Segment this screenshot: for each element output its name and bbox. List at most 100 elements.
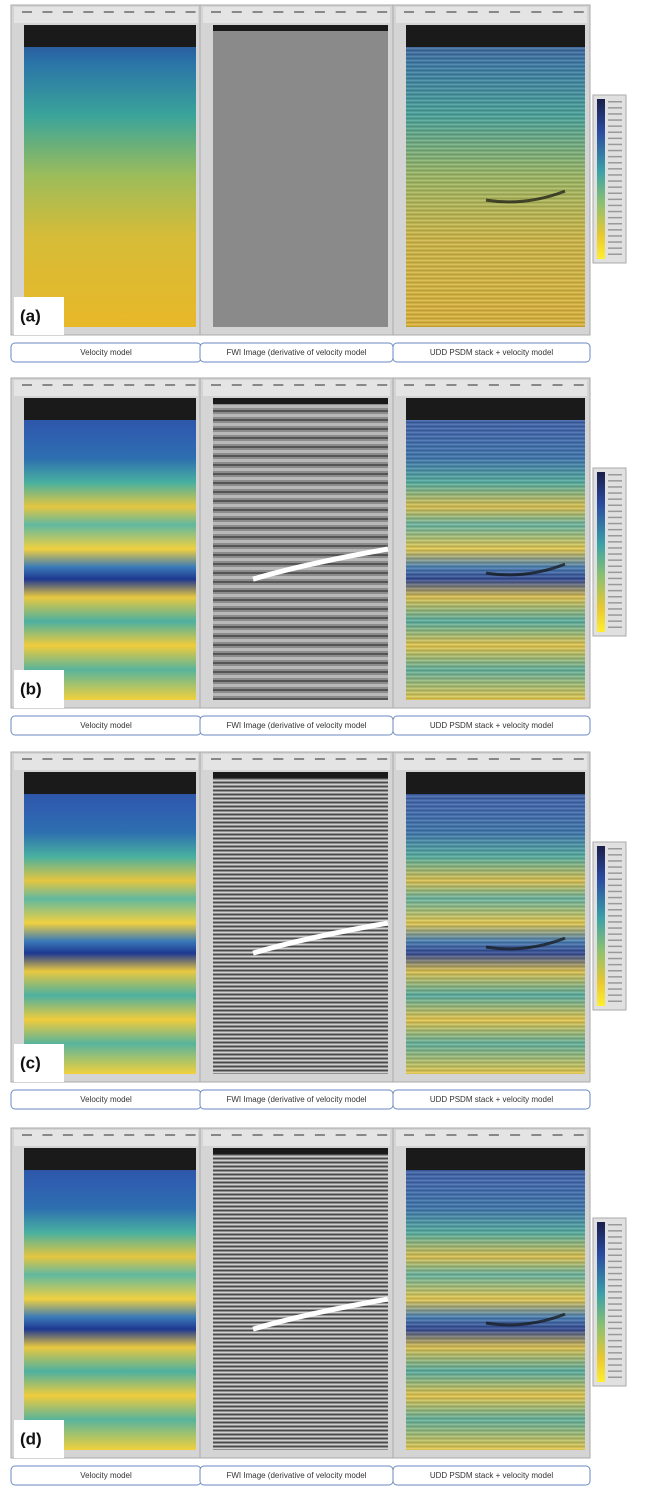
colorbar-tick xyxy=(608,510,622,513)
header-tick xyxy=(573,1134,584,1136)
colorbar-tick xyxy=(608,1278,622,1281)
colorbar-tick xyxy=(608,547,622,549)
header-tick xyxy=(211,1134,221,1136)
panel-header xyxy=(203,754,390,770)
colorbar-tick xyxy=(608,583,622,586)
colorbar-tick xyxy=(608,113,622,115)
header-tick xyxy=(231,1134,242,1136)
header-tick xyxy=(488,384,499,386)
header-tick xyxy=(531,758,542,760)
header-tick xyxy=(273,1134,284,1136)
colorbar-tick xyxy=(608,1321,622,1324)
top-band xyxy=(213,772,388,778)
colorbar-tick xyxy=(608,223,622,225)
fwi-image xyxy=(213,398,388,700)
panel-header xyxy=(396,7,587,23)
panel-caption: Velocity model xyxy=(80,348,132,357)
reflector xyxy=(252,546,389,582)
header-tick xyxy=(165,11,176,13)
panel-label: (c) xyxy=(20,1053,41,1072)
header-tick xyxy=(446,758,457,760)
colorbar-tick xyxy=(608,155,622,158)
panel-label: (b) xyxy=(20,679,42,698)
top-band xyxy=(24,398,196,420)
header-tick xyxy=(22,758,32,760)
colorbar-tick xyxy=(608,522,622,525)
top-band xyxy=(24,772,196,794)
colorbar-tick xyxy=(608,896,622,899)
colorbar-tick xyxy=(608,1242,622,1244)
panel-caption: FWI Image (derivative of velocity model xyxy=(226,721,366,730)
header-tick xyxy=(294,758,305,760)
header-tick xyxy=(425,384,436,386)
colorbar-tick xyxy=(608,866,622,868)
header-tick xyxy=(103,758,114,760)
colorbar-tick xyxy=(608,1230,622,1232)
colorbar-tick xyxy=(608,559,622,561)
panel-header xyxy=(14,380,198,396)
header-tick xyxy=(404,11,414,13)
colorbar-tick xyxy=(608,976,622,978)
colorbar-tick xyxy=(608,884,622,887)
panel-header xyxy=(14,754,198,770)
header-tick xyxy=(22,11,32,13)
header-tick xyxy=(467,384,478,386)
header-tick xyxy=(467,758,478,760)
colorbar-tick xyxy=(608,137,622,140)
colorbar-tick xyxy=(608,878,622,880)
header-tick xyxy=(165,758,176,760)
label-box xyxy=(14,297,64,335)
header-tick xyxy=(314,1134,325,1136)
colorbar-tick xyxy=(608,107,622,109)
colorbar-tick xyxy=(608,149,622,152)
colorbar-tick xyxy=(608,553,622,555)
header-tick xyxy=(22,384,32,386)
label-box xyxy=(14,1044,64,1082)
header-tick xyxy=(294,1134,305,1136)
panel-caption: Velocity model xyxy=(80,721,132,730)
colorbar-tick xyxy=(608,963,622,966)
colorbar-tick xyxy=(608,939,622,941)
header-tick xyxy=(144,384,155,386)
colorbar-tick xyxy=(608,204,622,207)
header-tick xyxy=(185,758,196,760)
colorbar-tick xyxy=(608,504,622,506)
header-tick xyxy=(185,384,196,386)
colorbar-tick xyxy=(608,131,622,133)
header-tick xyxy=(252,1134,263,1136)
colorbar-tick xyxy=(608,1315,622,1317)
panel-header xyxy=(396,1130,587,1146)
colorbar-tick xyxy=(608,890,622,893)
top-band xyxy=(24,1148,196,1170)
header-tick xyxy=(467,1134,478,1136)
colorbar-tick xyxy=(608,909,622,911)
panel-caption: UDD PSDM stack + velocity model xyxy=(430,348,554,357)
panel-caption: FWI Image (derivative of velocity model xyxy=(226,1471,366,1480)
top-band xyxy=(406,1148,585,1170)
colorbar-tick xyxy=(608,125,622,127)
header-tick xyxy=(531,1134,542,1136)
panel-caption: UDD PSDM stack + velocity model xyxy=(430,1471,554,1480)
header-tick xyxy=(377,11,388,13)
colorbar-tick xyxy=(608,1291,622,1293)
header-tick xyxy=(488,758,499,760)
stack-overlay xyxy=(406,398,585,700)
header-tick xyxy=(510,758,521,760)
colorbar-tick xyxy=(608,1260,622,1263)
colorbar-tick xyxy=(608,1358,622,1360)
panel-header xyxy=(14,7,198,23)
colorbar-tick xyxy=(608,168,622,170)
colorbar-tick xyxy=(608,247,622,249)
colorbar-tick xyxy=(608,1346,622,1348)
header-tick xyxy=(62,384,73,386)
caption-box xyxy=(392,1465,591,1486)
header-tick xyxy=(377,758,388,760)
header-tick xyxy=(510,1134,521,1136)
colorbar xyxy=(597,472,605,632)
fwi-image xyxy=(213,1148,388,1450)
stack-overlay xyxy=(406,772,585,1074)
top-band xyxy=(213,398,388,404)
colorbar-tick xyxy=(608,994,622,996)
reflector xyxy=(485,936,566,951)
colorbar-tick xyxy=(608,486,622,488)
